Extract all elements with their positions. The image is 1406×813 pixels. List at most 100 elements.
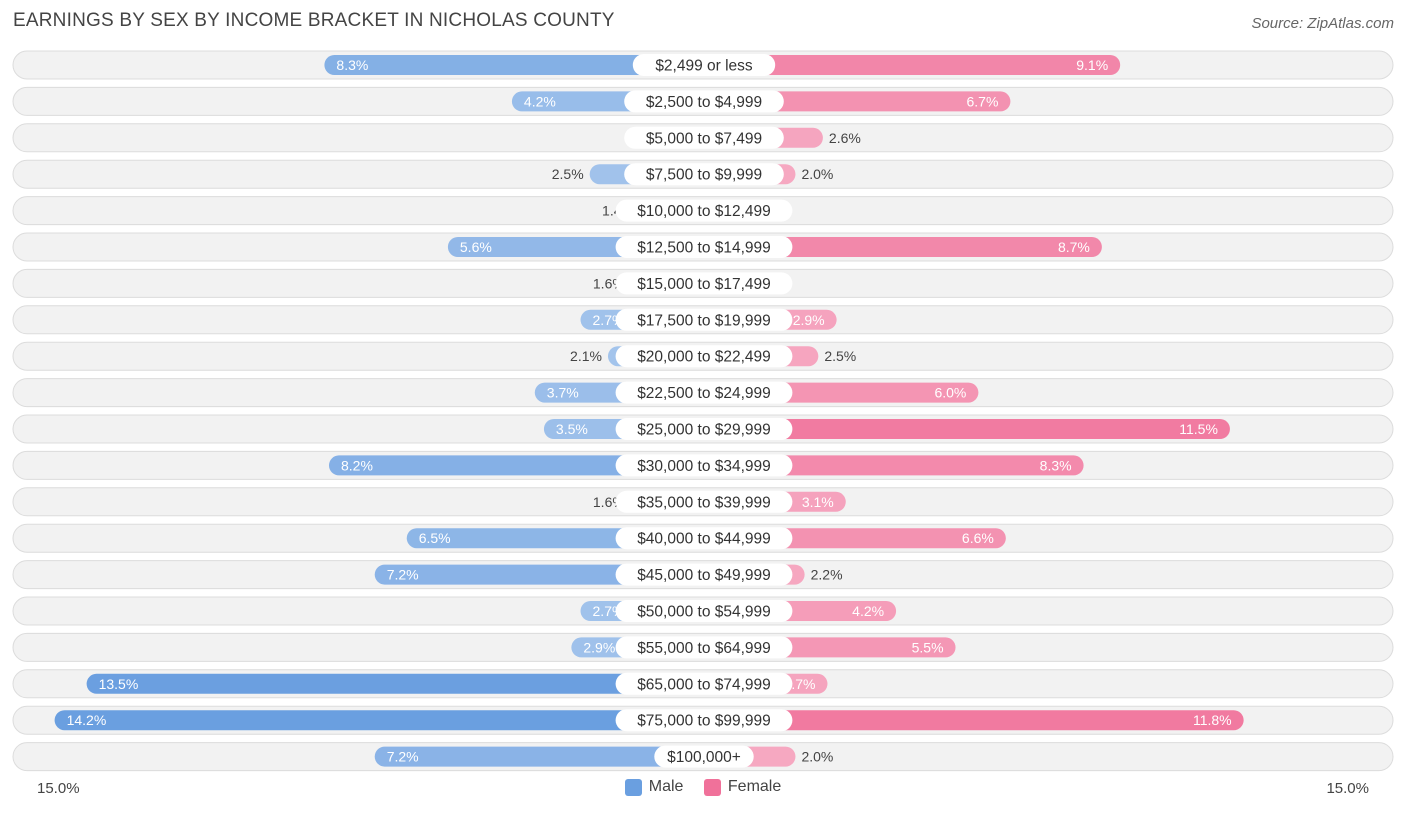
female-value-label: 2.9% xyxy=(793,312,825,328)
female-value-label: 2.0% xyxy=(801,166,833,182)
male-value-label: 3.5% xyxy=(556,421,588,437)
male-value-label: 2.9% xyxy=(583,639,615,655)
legend-item-male: Male xyxy=(624,778,684,796)
chart-source: Source: ZipAtlas.com xyxy=(1251,15,1394,32)
female-value-label: 11.8% xyxy=(1193,712,1232,728)
income-row: 6.5% 6.6% $40,000 to $44,999 xyxy=(12,523,1394,553)
category-label-bg xyxy=(615,636,793,659)
category-label-bg xyxy=(615,527,793,550)
income-row: 4.2% 6.7% $2,500 to $4,999 xyxy=(12,86,1394,116)
income-row: 14.2% 11.8% $75,000 to $99,999 xyxy=(12,705,1394,735)
income-row: 5.6% 8.7% $12,500 to $14,999 xyxy=(12,232,1394,262)
male-value-label: 7.2% xyxy=(387,567,419,583)
income-row: 2.9% 5.5% $55,000 to $64,999 xyxy=(12,632,1394,662)
legend-label-male: Male xyxy=(648,778,684,795)
legend-item-female: Female xyxy=(703,778,782,796)
category-label-bg xyxy=(624,163,784,186)
category-label: $7,500 to $9,999 xyxy=(646,167,762,184)
female-value-label: 2.5% xyxy=(824,348,856,364)
category-label: $2,499 or less xyxy=(655,58,753,75)
category-label: $40,000 to $44,999 xyxy=(637,531,771,548)
female-value-label: 6.6% xyxy=(962,530,994,546)
category-label: $15,000 to $17,499 xyxy=(637,276,771,293)
category-label: $10,000 to $12,499 xyxy=(637,203,771,220)
category-label-bg xyxy=(615,672,793,695)
female-bar xyxy=(704,55,1121,75)
male-value-label: 3.7% xyxy=(547,385,579,401)
category-label-bg xyxy=(624,126,784,149)
female-value-label: 3.1% xyxy=(802,494,834,510)
category-label: $45,000 to $49,999 xyxy=(637,567,771,584)
female-value-label: 2.6% xyxy=(829,130,861,146)
female-value-label: 8.7% xyxy=(1058,239,1090,255)
category-label-bg xyxy=(615,345,793,368)
category-label-bg xyxy=(624,90,784,113)
income-row: 7.2% 2.0% $100,000+ xyxy=(12,742,1394,772)
female-bar xyxy=(704,237,1102,257)
legend-swatch-female xyxy=(703,778,721,796)
female-bar xyxy=(704,455,1084,476)
x-axis-min-label: 15.0% xyxy=(37,780,80,797)
x-axis-max-label: 15.0% xyxy=(1326,780,1369,797)
category-label: $50,000 to $54,999 xyxy=(637,604,771,621)
category-label-bg xyxy=(654,745,754,768)
legend-label-female: Female xyxy=(727,778,782,795)
category-label-bg xyxy=(615,418,793,440)
male-bar xyxy=(54,710,704,731)
income-row: 1.6%0.71%$15,000 to $17,499 xyxy=(12,268,1394,298)
income-row: 1.4%1.1%$10,000 to $12,499 xyxy=(12,196,1394,226)
category-label: $35,000 to $39,999 xyxy=(637,494,771,511)
male-bar xyxy=(374,746,704,767)
male-value-label: 2.5% xyxy=(552,166,584,182)
category-label-bg xyxy=(632,54,776,76)
category-label: $2,500 to $4,999 xyxy=(646,94,762,111)
category-label-bg xyxy=(615,236,793,258)
income-row: 8.3% 9.1% $2,499 or less xyxy=(12,50,1394,80)
male-value-label: 8.2% xyxy=(341,457,373,473)
male-value-label: 7.2% xyxy=(387,749,419,765)
female-value-label: 2.2% xyxy=(811,567,843,583)
female-bar xyxy=(704,710,1244,731)
female-value-label: 11.5% xyxy=(1179,421,1218,437)
category-label: $22,500 to $24,999 xyxy=(637,385,771,402)
female-value-label: 9.1% xyxy=(1076,57,1108,73)
income-row: 0.62%2.6%$5,000 to $7,499 xyxy=(12,123,1394,153)
category-label: $20,000 to $22,499 xyxy=(637,349,771,366)
category-label-bg xyxy=(615,381,793,404)
category-label-bg xyxy=(615,490,793,513)
female-value-label: 6.7% xyxy=(966,93,998,109)
income-row: 1.6% 3.1%$35,000 to $39,999 xyxy=(12,487,1394,517)
female-value-label: 6.0% xyxy=(934,385,966,401)
chart-legend: Male Female xyxy=(0,778,1406,801)
category-label: $12,500 to $14,999 xyxy=(637,240,771,257)
male-value-label: 13.5% xyxy=(99,676,139,692)
income-row: 13.5% 2.7%$65,000 to $74,999 xyxy=(12,669,1394,699)
category-label: $30,000 to $34,999 xyxy=(637,458,771,475)
male-value-label: 6.5% xyxy=(419,530,451,546)
category-label-bg xyxy=(615,454,793,477)
male-value-label: 2.1% xyxy=(570,348,602,364)
male-bar xyxy=(324,55,704,75)
category-label: $75,000 to $99,999 xyxy=(637,713,771,730)
category-label-bg xyxy=(615,709,793,732)
category-label-bg xyxy=(615,600,793,622)
category-label: $100,000+ xyxy=(667,749,741,766)
male-value-label: 14.2% xyxy=(67,712,107,728)
category-label-bg xyxy=(615,563,793,586)
category-label-bg xyxy=(615,199,793,222)
income-row: 2.7% 4.2%$50,000 to $54,999 xyxy=(12,596,1394,626)
male-value-label: 8.3% xyxy=(336,57,368,73)
male-bar xyxy=(86,673,705,694)
chart-title: EARNINGS BY SEX BY INCOME BRACKET IN NIC… xyxy=(13,10,615,31)
income-row: 2.1% 2.5% $20,000 to $22,499 xyxy=(12,341,1394,371)
category-label-bg xyxy=(615,272,793,295)
legend-swatch-male xyxy=(624,778,642,796)
category-label: $65,000 to $74,999 xyxy=(637,676,771,693)
income-row: 8.2% 8.3% $30,000 to $34,999 xyxy=(12,450,1394,480)
category-label: $55,000 to $64,999 xyxy=(637,640,771,657)
female-value-label: 4.2% xyxy=(852,603,884,619)
category-label: $17,500 to $19,999 xyxy=(637,312,771,329)
category-label: $5,000 to $7,499 xyxy=(646,130,762,147)
income-row: 3.7% 6.0% $22,500 to $24,999 xyxy=(12,378,1394,408)
male-value-label: 5.6% xyxy=(460,239,492,255)
